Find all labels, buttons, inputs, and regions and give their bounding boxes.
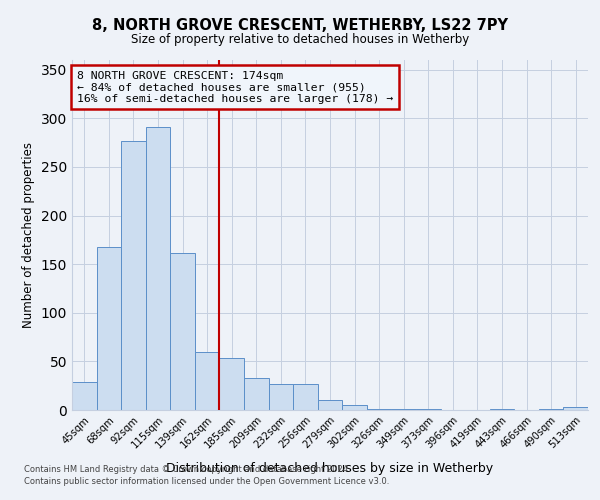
Bar xyxy=(121,140,146,410)
Bar xyxy=(539,409,563,410)
Bar xyxy=(318,400,342,410)
Bar xyxy=(391,409,416,410)
Bar xyxy=(293,384,318,410)
Y-axis label: Number of detached properties: Number of detached properties xyxy=(22,142,35,328)
Bar xyxy=(416,409,440,410)
Bar xyxy=(195,352,220,410)
Bar xyxy=(563,407,588,410)
Bar xyxy=(244,378,269,410)
Bar xyxy=(146,127,170,410)
Text: Size of property relative to detached houses in Wetherby: Size of property relative to detached ho… xyxy=(131,32,469,46)
Bar xyxy=(269,384,293,410)
X-axis label: Distribution of detached houses by size in Wetherby: Distribution of detached houses by size … xyxy=(166,462,494,474)
Bar xyxy=(342,405,367,410)
Bar xyxy=(490,409,514,410)
Bar xyxy=(170,254,195,410)
Text: Contains HM Land Registry data © Crown copyright and database right 2024.: Contains HM Land Registry data © Crown c… xyxy=(24,466,350,474)
Text: Contains public sector information licensed under the Open Government Licence v3: Contains public sector information licen… xyxy=(24,477,389,486)
Bar xyxy=(72,382,97,410)
Bar xyxy=(367,409,391,410)
Text: 8, NORTH GROVE CRESCENT, WETHERBY, LS22 7PY: 8, NORTH GROVE CRESCENT, WETHERBY, LS22 … xyxy=(92,18,508,32)
Bar xyxy=(220,358,244,410)
Bar xyxy=(97,246,121,410)
Text: 8 NORTH GROVE CRESCENT: 174sqm
← 84% of detached houses are smaller (955)
16% of: 8 NORTH GROVE CRESCENT: 174sqm ← 84% of … xyxy=(77,70,394,104)
